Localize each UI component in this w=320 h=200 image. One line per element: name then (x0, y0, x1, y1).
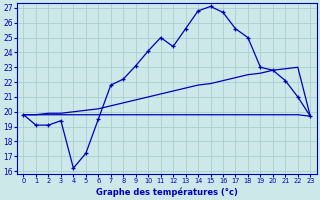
X-axis label: Graphe des températures (°c): Graphe des températures (°c) (96, 187, 238, 197)
